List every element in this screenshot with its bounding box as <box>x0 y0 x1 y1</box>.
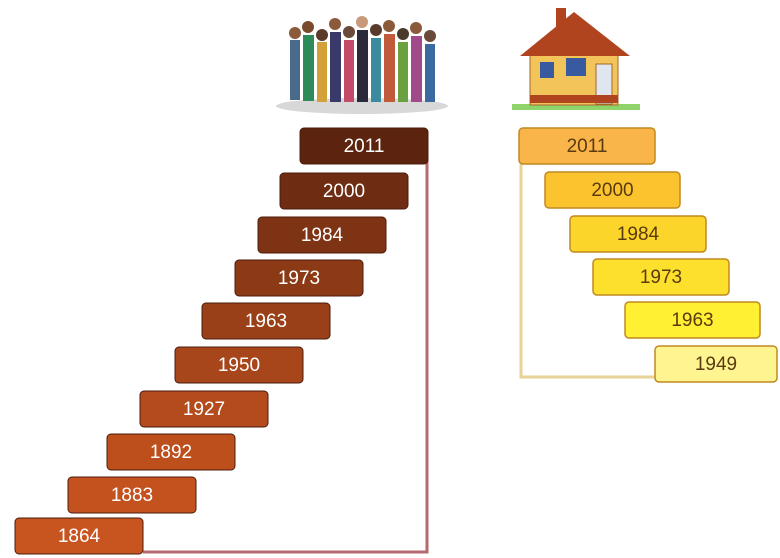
housing-year: 1984 <box>617 224 660 245</box>
population-year: 1984 <box>301 225 344 246</box>
housing-year: 1963 <box>671 310 713 331</box>
house-icon <box>512 8 640 110</box>
population-year: 1864 <box>58 526 101 547</box>
housing-year: 2000 <box>591 180 633 201</box>
population-year: 2000 <box>323 181 365 202</box>
housing-year: 2011 <box>567 136 608 157</box>
population-year: 1892 <box>150 442 192 463</box>
housing-year: 1973 <box>640 267 682 288</box>
population-year: 1973 <box>278 268 320 289</box>
page: 2011 2000 1984 1973 1963 1950 1927 1892 1883 1864… <box>0 0 780 558</box>
housing-year: 1949 <box>695 354 737 375</box>
population-year: 1883 <box>111 485 153 506</box>
diagram: 2011 2000 1984 1973 1963 1950 1927 1892 1883 1864… <box>0 0 780 558</box>
population-year: 2011 <box>344 136 385 157</box>
population-year: 1950 <box>218 355 260 376</box>
population-year: 1963 <box>245 311 287 332</box>
people-icon <box>276 16 448 114</box>
population-year: 1927 <box>183 399 225 420</box>
